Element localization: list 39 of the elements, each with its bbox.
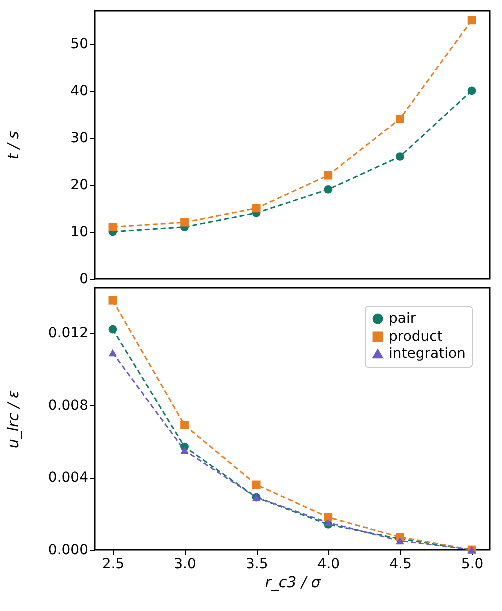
point (180, 447, 189, 454)
point (324, 513, 333, 522)
x-tick-label: 3.0 (174, 556, 196, 572)
y-tick-label: 10 (70, 224, 88, 240)
y-tick-label: 50 (70, 36, 88, 52)
x-tick-label: 2.5 (102, 556, 125, 572)
point (324, 171, 333, 180)
point (108, 349, 118, 357)
point (180, 218, 189, 227)
y-tick-label: 40 (70, 83, 88, 100)
point (252, 480, 261, 490)
x-tick-label: 4.0 (318, 556, 340, 572)
point (180, 421, 189, 430)
legend-label: integration (389, 346, 466, 362)
legend-label: pair (389, 311, 416, 327)
point (396, 114, 404, 124)
point (108, 296, 118, 305)
y-tick-label: 0.004 (48, 470, 89, 486)
y-tick-label: 30 (70, 130, 88, 146)
x-axis-title: r_c3 / σ (265, 574, 322, 592)
point (108, 325, 118, 334)
x-tick-label: 5.0 (461, 556, 484, 572)
x-tick-label: 3.5 (246, 556, 268, 572)
point (468, 86, 476, 96)
legend-label: product (389, 329, 444, 345)
y-tick-label: 0 (80, 272, 88, 288)
x-tick-label: 4.5 (390, 556, 412, 572)
point (108, 223, 118, 232)
y-tick-label: 0.012 (48, 326, 88, 342)
point (252, 204, 261, 213)
y-tick-label: 0.000 (48, 542, 88, 558)
point (468, 16, 476, 25)
point (324, 185, 333, 194)
y-tick-label: 0.008 (48, 398, 88, 414)
point (396, 537, 404, 545)
y-axis-title: u_lrc / ε (4, 390, 22, 449)
y-axis-title: t / s (4, 131, 22, 160)
point (396, 152, 404, 161)
y-tick-label: 20 (70, 177, 88, 194)
